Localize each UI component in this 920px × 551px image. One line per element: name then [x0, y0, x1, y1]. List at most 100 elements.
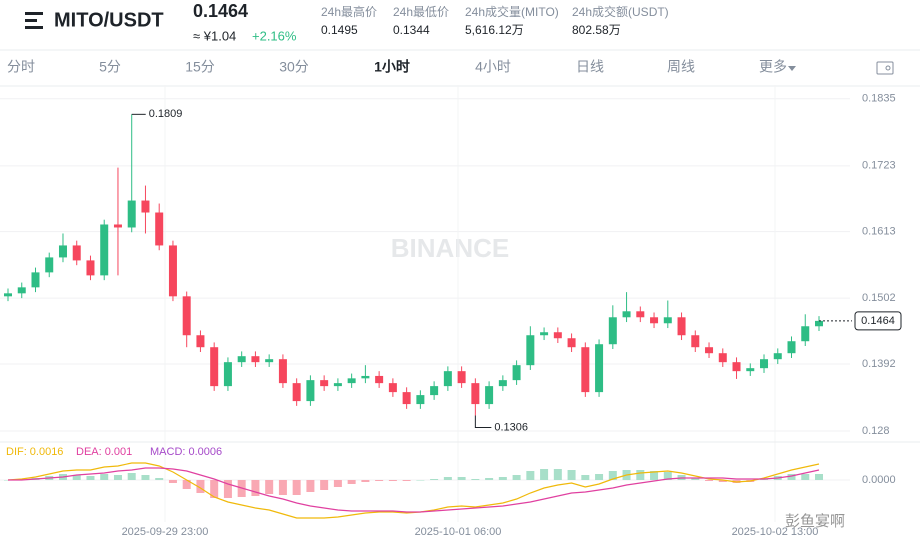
- candle-body: [278, 359, 287, 384]
- macd-line: [8, 467, 820, 513]
- fiat-price: ≈ ¥1.04: [193, 28, 236, 43]
- chart: 0.1835 0.1723 0.1613 0.1502 0.1392 0.128 2025-…: [0, 85, 920, 538]
- candle-body: [553, 332, 562, 339]
- tab[interactable]: 1小时: [374, 59, 410, 75]
- macd-bar: [718, 480, 727, 482]
- stat-value: 0.1344: [393, 23, 430, 37]
- stat-value: 802.58万: [572, 23, 621, 37]
- tab[interactable]: 更多: [759, 59, 787, 75]
- candle-body: [333, 383, 342, 387]
- x-tick-label: 2025-09-29 23:00: [122, 526, 209, 538]
- macd-bar: [210, 480, 219, 498]
- candle-body: [705, 347, 714, 354]
- candle-body: [168, 245, 177, 297]
- legend-name: DEA:: [76, 446, 102, 458]
- macd-bar: [801, 474, 810, 480]
- macd-bar: [127, 473, 136, 480]
- macd-bar: [787, 474, 796, 480]
- settings-icon[interactable]: [876, 61, 894, 75]
- tab[interactable]: 5分: [99, 59, 121, 75]
- low-marker: [474, 415, 492, 428]
- indicator-legend: DEA: 0.001: [76, 446, 132, 458]
- icon-dot: [885, 65, 891, 71]
- y-tick-label: 0.1613: [862, 226, 896, 238]
- candle-body: [155, 212, 164, 246]
- candle-body: [540, 332, 549, 336]
- candle-body: [650, 317, 659, 324]
- candle-body: [471, 383, 480, 405]
- y-tick-label: 0.1502: [862, 292, 896, 304]
- tab[interactable]: 15分: [185, 59, 215, 75]
- tab[interactable]: 日线: [576, 59, 604, 75]
- candle-body: [4, 293, 12, 297]
- candle-body: [718, 353, 727, 363]
- candle-body: [237, 356, 246, 363]
- macd-bar: [553, 469, 562, 480]
- stat-value: 5,616.12万: [465, 23, 524, 37]
- macd-bar: [155, 478, 164, 480]
- candle-body: [347, 378, 356, 384]
- candle-body: [86, 260, 95, 276]
- macd-bar: [86, 476, 95, 480]
- macd-bar: [485, 478, 494, 480]
- candle-body: [58, 245, 67, 258]
- candle-body: [127, 200, 136, 228]
- macd-bar: [251, 480, 260, 496]
- stat-label: 24h最低价: [393, 5, 449, 19]
- candle-body: [691, 335, 700, 348]
- candle-body: [526, 335, 535, 366]
- tab[interactable]: 周线: [667, 59, 695, 75]
- candle-body: [182, 296, 191, 336]
- candle-body: [760, 359, 769, 369]
- pair[interactable]: MITO/USDT: [54, 9, 164, 31]
- macd-tick-label: 0.0000: [862, 474, 896, 486]
- macd-bar: [471, 479, 480, 480]
- last-price: 0.1464: [193, 1, 248, 21]
- menu-icon[interactable]: [25, 12, 43, 29]
- macd-bar: [375, 480, 384, 481]
- candle-body: [265, 359, 274, 363]
- candle-body: [512, 365, 521, 381]
- candle-body: [17, 287, 26, 294]
- tab[interactable]: 分时: [7, 59, 35, 75]
- candle-body: [746, 368, 755, 372]
- menu-bar: [25, 26, 43, 29]
- y-tick-label: 0.128: [862, 425, 890, 437]
- candle-body: [251, 356, 260, 363]
- macd-bar: [320, 480, 329, 490]
- candle-body: [622, 311, 631, 318]
- candle-body: [113, 224, 122, 228]
- legend-value: 0.001: [105, 446, 133, 458]
- candle-body: [292, 383, 301, 402]
- macd-bar: [72, 475, 81, 480]
- menu-bar: [25, 12, 43, 15]
- candle-body: [320, 380, 329, 387]
- macd-bar: [278, 480, 287, 495]
- candle-body: [801, 326, 810, 342]
- tab[interactable]: 4小时: [475, 59, 511, 75]
- candle-body: [361, 375, 370, 379]
- macd-bar: [168, 480, 177, 483]
- candle-body: [430, 386, 439, 396]
- candle-body: [608, 317, 617, 345]
- macd-bar: [402, 480, 411, 481]
- macd-bar: [581, 475, 590, 480]
- x-tick-label: 2025-10-02 13:00: [732, 526, 819, 538]
- macd-bar: [636, 470, 645, 480]
- low-label: 0.1306: [494, 421, 528, 433]
- change: +2.16%: [252, 28, 297, 43]
- macd-bar: [540, 469, 549, 480]
- macd-bar: [182, 480, 191, 489]
- tab[interactable]: 30分: [279, 59, 309, 75]
- macd-bar: [567, 470, 576, 480]
- macd-bar: [430, 479, 439, 480]
- candle-body: [773, 353, 782, 360]
- icon-frame: [876, 61, 894, 75]
- candle-body: [31, 272, 40, 288]
- indicator-legend: MACD: 0.0006: [150, 446, 222, 458]
- macd-bar: [333, 480, 342, 487]
- indicator-legend: DIF: 0.0016: [6, 446, 63, 458]
- candle-body: [210, 347, 219, 387]
- candle-body: [402, 392, 411, 405]
